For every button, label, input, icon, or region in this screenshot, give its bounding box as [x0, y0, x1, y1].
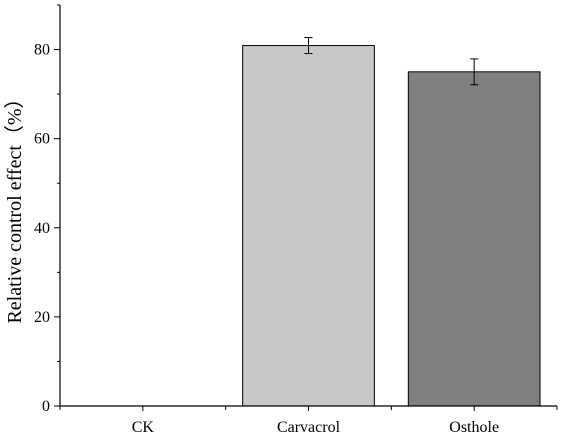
error-bar-osthole [470, 58, 479, 86]
y-ticks-layer: 0 20 40 60 80 [34, 4, 60, 415]
error-bar-carvacrol [304, 37, 313, 55]
y-tick-label-0: 0 [42, 398, 50, 415]
x-ticks-layer: CK Carvacrol Osthole [59, 406, 558, 436]
y-tick-label-80: 80 [34, 42, 50, 59]
x-tick-label-ck: CK [132, 419, 155, 436]
bar-carvacrol [242, 45, 375, 407]
y-tick-label-60: 60 [34, 131, 50, 148]
y-tick-label-20: 20 [34, 309, 50, 326]
x-tick-label-osthole: Osthole [449, 419, 499, 436]
error-bars-layer [304, 37, 479, 86]
x-tick-label-carvacrol: Carvacrol [277, 419, 341, 436]
y-tick-label-40: 40 [34, 220, 50, 237]
bar-osthole [407, 71, 541, 407]
y-axis-title: Relative control effect（%） [3, 88, 26, 323]
bars-layer [242, 45, 541, 407]
